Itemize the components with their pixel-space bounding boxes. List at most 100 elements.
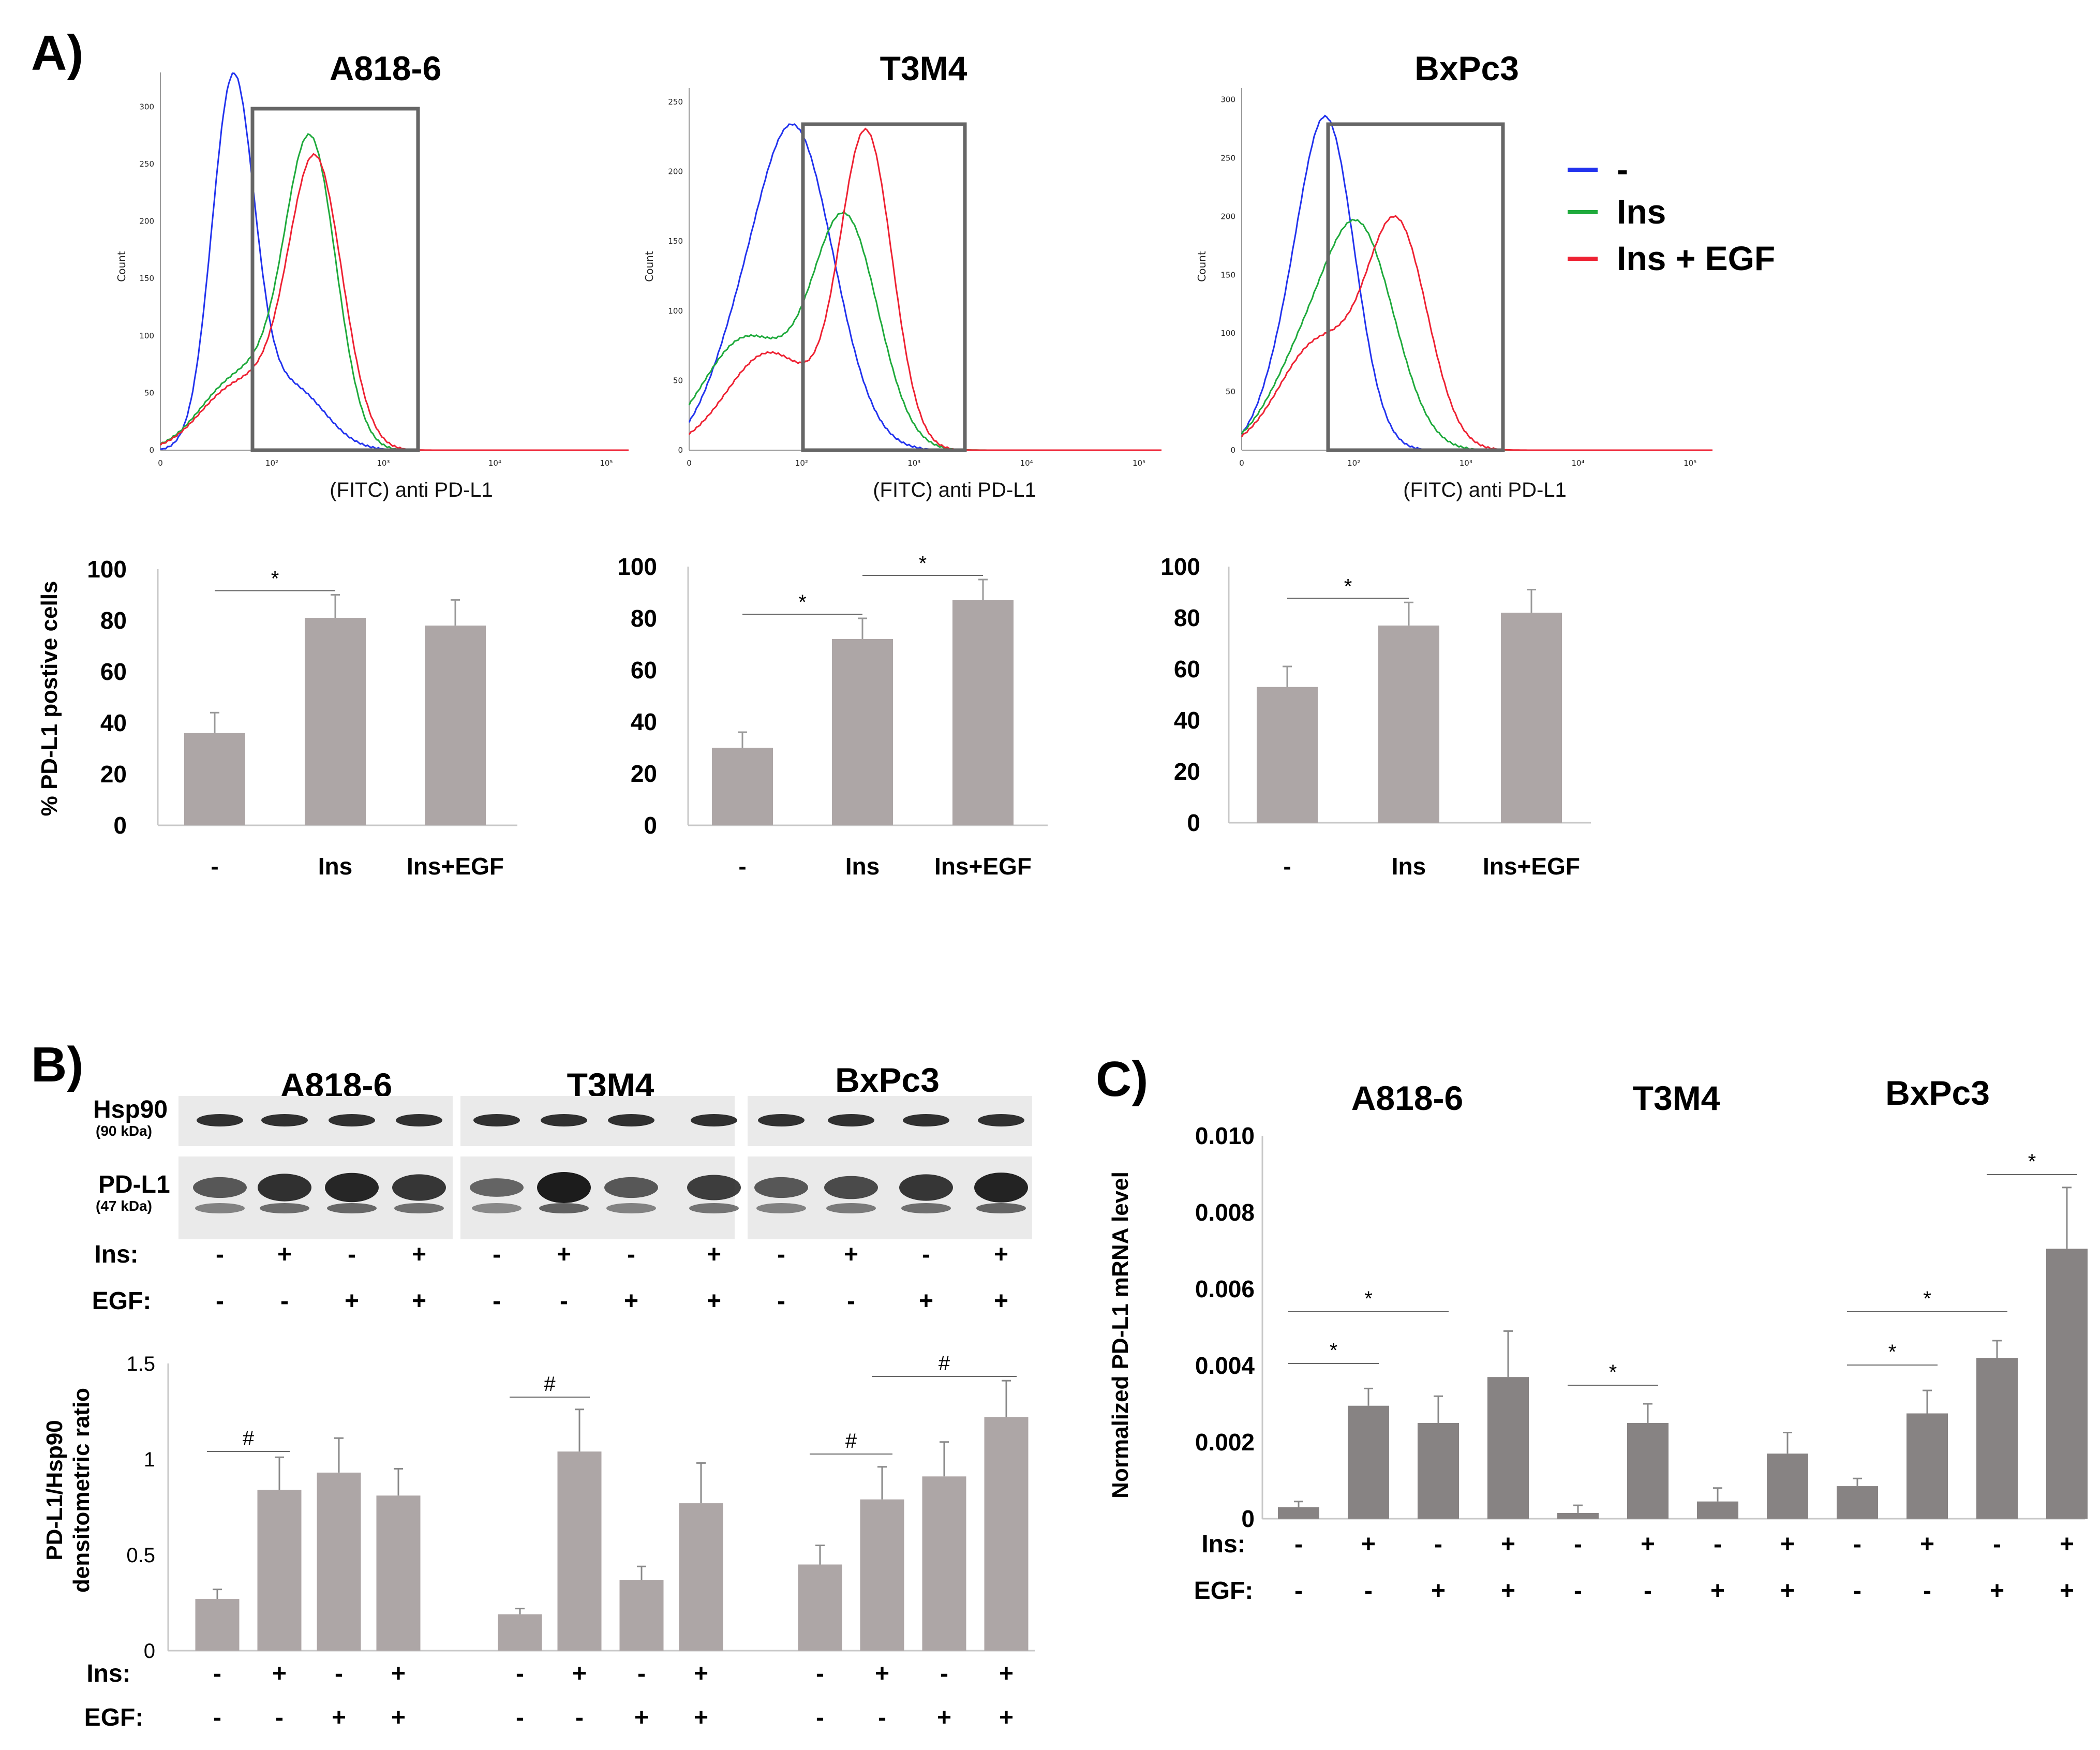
- blot-ins-sign: -: [493, 1241, 501, 1268]
- ins-sign: +: [875, 1660, 889, 1687]
- blot-egf-sign: +: [412, 1287, 426, 1315]
- bar-y-tick: 100: [87, 556, 127, 583]
- significance-mark: *: [1609, 1361, 1617, 1384]
- blot-ins-sign: -: [348, 1241, 356, 1268]
- ins-sign: -: [1434, 1531, 1442, 1558]
- hsp90-band: [758, 1114, 805, 1126]
- chart-y-tick: 1: [144, 1448, 155, 1471]
- pdl1-band: [754, 1177, 808, 1198]
- pdl1-lower-band: [606, 1203, 656, 1213]
- flow-ylabel: Count: [643, 251, 656, 282]
- bar-5: [557, 1451, 602, 1651]
- hsp90-band: [978, 1114, 1024, 1126]
- legend-label-ins: Ins: [1617, 192, 1666, 231]
- flow-curve-ins: [688, 211, 1161, 451]
- bar-5: [1627, 1423, 1669, 1519]
- bar-y-tick: 0: [1187, 809, 1200, 836]
- ins-sign: +: [1641, 1531, 1655, 1558]
- blot-egf-label: EGF:: [92, 1287, 152, 1315]
- significance-mark: *: [1364, 1287, 1373, 1310]
- ins-sign: -: [1853, 1531, 1861, 1558]
- pdl1-band: [258, 1174, 311, 1202]
- pdl1-band: [470, 1178, 524, 1197]
- flow-y-tick: 50: [1226, 387, 1235, 396]
- blot-egf-sign: +: [624, 1287, 638, 1315]
- bar-4: [498, 1614, 542, 1651]
- pdl1-band: [899, 1174, 953, 1201]
- ins-sign: +: [1361, 1531, 1376, 1558]
- bar-y-tick: 40: [1174, 707, 1200, 734]
- egf-sign: -: [516, 1704, 524, 1731]
- significance-mark: *: [271, 568, 279, 590]
- bar-2: [317, 1472, 361, 1651]
- flow-curve-control: [1241, 114, 1712, 451]
- bar-y-tick: 100: [617, 553, 657, 580]
- flow-x-tick: 0: [687, 458, 692, 468]
- chart-y-tick: 0.004: [1195, 1352, 1255, 1379]
- pdl1-band: [325, 1173, 379, 1203]
- blot-ins-sign: +: [707, 1241, 721, 1268]
- bar-1: [1348, 1405, 1389, 1519]
- blot-egf-sign: +: [707, 1287, 721, 1315]
- ins-sign: -: [940, 1660, 948, 1687]
- pdl1-lower-band: [689, 1203, 739, 1213]
- bar-6: [619, 1580, 664, 1651]
- pdl1-band: [537, 1172, 591, 1203]
- flow-y-tick: 200: [139, 217, 154, 226]
- flow-x-tick: 10³: [1459, 458, 1472, 468]
- flow-y-tick: 150: [1220, 270, 1235, 279]
- flow-x-tick: 10⁴: [1020, 458, 1033, 468]
- significance-mark: #: [845, 1430, 857, 1452]
- egf-sign: -: [575, 1704, 584, 1731]
- egf-sign: +: [332, 1704, 346, 1731]
- bar-y-tick: 100: [1160, 553, 1200, 580]
- egf-label: EGF:: [84, 1704, 144, 1731]
- egf-sign: -: [1574, 1577, 1582, 1605]
- bar-10: [1976, 1358, 2018, 1519]
- blot-label-hsp90: Hsp90: [93, 1096, 168, 1123]
- bar-y-tick: 40: [631, 708, 657, 735]
- bar-3: [1487, 1377, 1529, 1519]
- bar-0: [712, 748, 773, 825]
- chart-y-tick: 0: [144, 1640, 155, 1663]
- bar-category-label: Ins: [845, 853, 880, 880]
- ins-sign: -: [1714, 1531, 1722, 1558]
- flow-ylabel: Count: [1196, 251, 1208, 282]
- ins-label: Ins:: [86, 1660, 130, 1687]
- pdl1-lower-band: [826, 1203, 876, 1213]
- pdl1-lower-band: [472, 1203, 522, 1213]
- bar-6: [1697, 1501, 1738, 1519]
- bar-y-tick: 80: [1174, 604, 1200, 631]
- pdl1-band: [193, 1177, 247, 1198]
- significance-mark: *: [798, 591, 807, 614]
- egf-sign: +: [1431, 1577, 1446, 1605]
- flow-y-tick: 250: [139, 159, 154, 169]
- flow-x-tick: 0: [1239, 458, 1244, 468]
- flow-y-tick: 200: [1220, 212, 1235, 221]
- egf-sign: -: [1364, 1577, 1373, 1605]
- chart-y-axis-title: Normalized PD-L1 mRNA level: [1108, 1171, 1133, 1499]
- bar-chart-a818-6: 0 20 40 60 80 100 - Ins Ins+EGF * % PD-L1 postive …: [37, 556, 517, 880]
- blot-egf-sign: -: [216, 1287, 224, 1315]
- ins-sign: -: [1993, 1531, 2001, 1558]
- blot-ins-sign: -: [627, 1241, 635, 1268]
- bar-category-label: -: [1283, 853, 1291, 880]
- bar-y-tick: 20: [631, 760, 657, 787]
- egf-sign: -: [1644, 1577, 1652, 1605]
- flow-ylabel: Count: [115, 251, 128, 282]
- flow-curve-ins: [159, 133, 629, 451]
- chart-y-tick: 0: [1241, 1505, 1255, 1532]
- flow-y-tick: 150: [139, 274, 154, 283]
- bar-11: [984, 1417, 1029, 1651]
- flow-x-tick: 10⁴: [488, 458, 501, 468]
- bar-category-label: Ins+EGF: [407, 853, 504, 880]
- flow-y-tick: 150: [668, 236, 683, 246]
- blot-ins-sign: +: [844, 1241, 858, 1268]
- blot-egf-sign: +: [994, 1287, 1008, 1315]
- bar-y-tick: 60: [100, 658, 127, 685]
- pdl1-band: [974, 1173, 1028, 1203]
- bar-y-tick: 60: [1174, 656, 1200, 683]
- ins-sign: -: [816, 1660, 824, 1687]
- flow-x-tick: 10⁵: [600, 458, 613, 468]
